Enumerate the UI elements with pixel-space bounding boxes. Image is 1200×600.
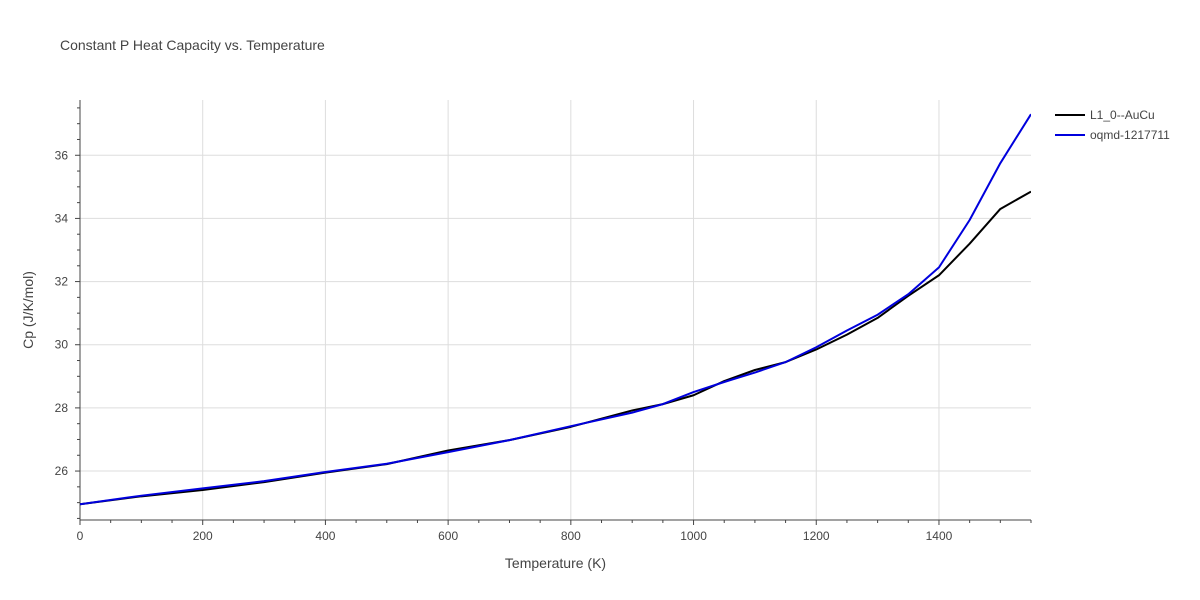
x-tick-label: 800 xyxy=(561,529,581,543)
y-tick-label: 30 xyxy=(55,338,69,352)
x-tick-label: 400 xyxy=(315,529,335,543)
y-tick-label: 36 xyxy=(55,148,69,162)
x-tick-label: 1000 xyxy=(680,529,707,543)
tick-labels: 0 200 400 600 800 1000 1200 1400 26 28 30 32 34 36 xyxy=(55,148,953,543)
legend-item-1[interactable]: L1_0--AuCu xyxy=(1055,108,1155,122)
y-tick-label: 28 xyxy=(55,401,69,415)
y-tick-label: 34 xyxy=(55,211,69,225)
axes xyxy=(75,100,1032,525)
x-tick-label: 200 xyxy=(193,529,213,543)
y-tick-label: 32 xyxy=(55,275,69,289)
chart-title: Constant P Heat Capacity vs. Temperature xyxy=(60,37,325,53)
x-tick-label: 1200 xyxy=(803,529,830,543)
x-tick-label: 1400 xyxy=(926,529,953,543)
series-line-2 xyxy=(80,113,1031,506)
x-tick-label: 0 xyxy=(77,529,84,543)
x-axis-label: Temperature (K) xyxy=(505,555,606,571)
x-tick-label: 600 xyxy=(438,529,458,543)
series-line-1 xyxy=(80,190,1031,506)
y-axis-label: Cp (J/K/mol) xyxy=(20,271,36,349)
grid xyxy=(80,100,1031,520)
legend-item-2[interactable]: oqmd-1217711 xyxy=(1055,128,1170,142)
legend-label: L1_0--AuCu xyxy=(1090,108,1155,122)
legend-label: oqmd-1217711 xyxy=(1090,128,1170,142)
y-tick-label: 26 xyxy=(55,464,69,478)
legend[interactable]: L1_0--AuCu oqmd-1217711 xyxy=(1055,108,1170,142)
series-lines xyxy=(80,113,1031,506)
